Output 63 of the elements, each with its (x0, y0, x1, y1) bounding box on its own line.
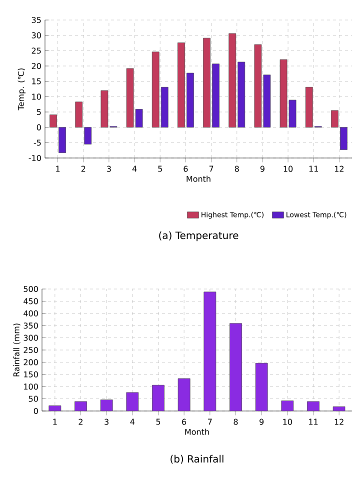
y-tick-label: 500 (24, 286, 38, 292)
y-tick-label: 20 (32, 62, 41, 70)
y-tick-label: 5 (36, 109, 41, 115)
bar (48, 405, 62, 411)
x-tick-label: 9 (260, 166, 264, 172)
y-tick-label: 35 (32, 16, 41, 24)
y-tick-label: 15 (32, 78, 41, 84)
bar (230, 323, 242, 411)
bar (178, 378, 190, 411)
x-tick-label: 12 (334, 166, 344, 172)
text: (b) Rainfall (170, 454, 224, 464)
x-tick-label: 1 (56, 166, 60, 172)
y-tick-label: 0 (34, 408, 38, 414)
bar (281, 400, 294, 411)
y-tick-label: 25 (32, 48, 41, 54)
x-tick-label: 11 (309, 166, 318, 172)
x-tick-label: 9 (260, 418, 264, 425)
bar (74, 401, 87, 411)
x-tick-label: 6 (182, 418, 186, 425)
y-tick-label: 30 (32, 32, 41, 38)
y-tick-label: 250 (24, 346, 38, 354)
bar (100, 400, 113, 411)
y-tick-label: 10 (32, 94, 41, 100)
y-tick-label: 150 (24, 371, 38, 378)
x-tick-label: 2 (81, 166, 86, 172)
x-tick-label: 2 (78, 418, 82, 425)
x-tick-label: 11 (309, 418, 318, 425)
x-tick-label: 8 (234, 418, 238, 425)
y-tick-label: 0 (36, 124, 41, 130)
bar (307, 401, 320, 411)
x-tick-label: 12 (334, 418, 344, 425)
y-tick-label: 200 (24, 359, 38, 366)
y-tick-label: 350 (24, 322, 38, 329)
x-tick-label: 7 (208, 418, 212, 425)
x-tick-label: 3 (107, 166, 111, 172)
x-tick-label: 4 (132, 166, 137, 172)
bar (152, 384, 164, 411)
x-axis-title: Month (186, 176, 210, 182)
bar (332, 406, 346, 411)
x-axis-title: Month (185, 428, 209, 435)
x-tick-label: 5 (156, 418, 160, 425)
x-tick-label: 4 (130, 418, 135, 425)
x-tick-label: 10 (283, 418, 292, 425)
x-tick-label: 7 (209, 166, 214, 172)
x-tick-label: 1 (53, 418, 57, 425)
y-tick-label: 100 (24, 384, 38, 390)
x-tick-label: 3 (104, 418, 108, 425)
y-tick-label: -10 (28, 154, 41, 162)
y-tick-label: 400 (24, 310, 38, 316)
text: (a) Temperature (159, 231, 238, 242)
bar (255, 362, 268, 411)
x-tick-label: 8 (234, 166, 239, 172)
y-tick-label: 450 (24, 298, 38, 304)
y-tick-label: 300 (24, 334, 38, 341)
y-axis-title: Temp. (℃) (18, 68, 26, 110)
x-tick-label: 5 (158, 166, 162, 172)
y-tick-label: -5 (34, 140, 41, 146)
x-tick-label: 6 (184, 166, 188, 172)
x-tick-label: 10 (284, 166, 293, 172)
y-tick-label: 50 (28, 396, 38, 402)
bar (126, 392, 139, 411)
bar (204, 292, 216, 411)
y-axis-title: Rainfall (mm) (13, 324, 20, 376)
